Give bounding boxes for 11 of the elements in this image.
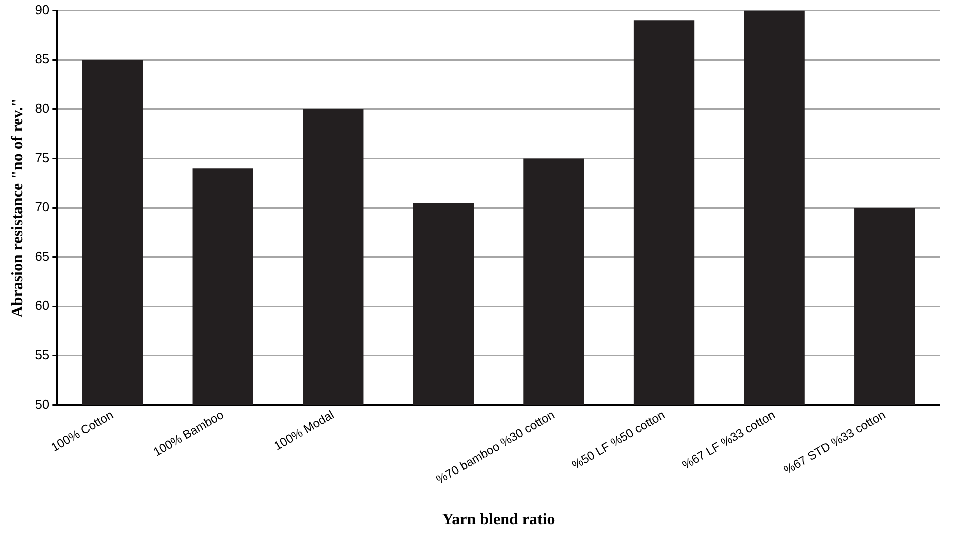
y-tick-label: 90 [35, 2, 50, 18]
y-tick-label: 70 [35, 200, 50, 215]
y-tick-label: 85 [35, 52, 50, 67]
x-axis-title: Yarn blend ratio [442, 512, 556, 529]
y-tick-label: 55 [35, 348, 50, 363]
y-axis-title: Abrasion resistance "no of rev." [10, 98, 27, 318]
y-tick-label: 75 [35, 150, 50, 166]
y-tick-label: 60 [35, 298, 50, 314]
y-tick-label: 50 [35, 396, 50, 412]
y-tick-label: 65 [35, 248, 50, 264]
y-tick-label: 80 [35, 101, 50, 116]
